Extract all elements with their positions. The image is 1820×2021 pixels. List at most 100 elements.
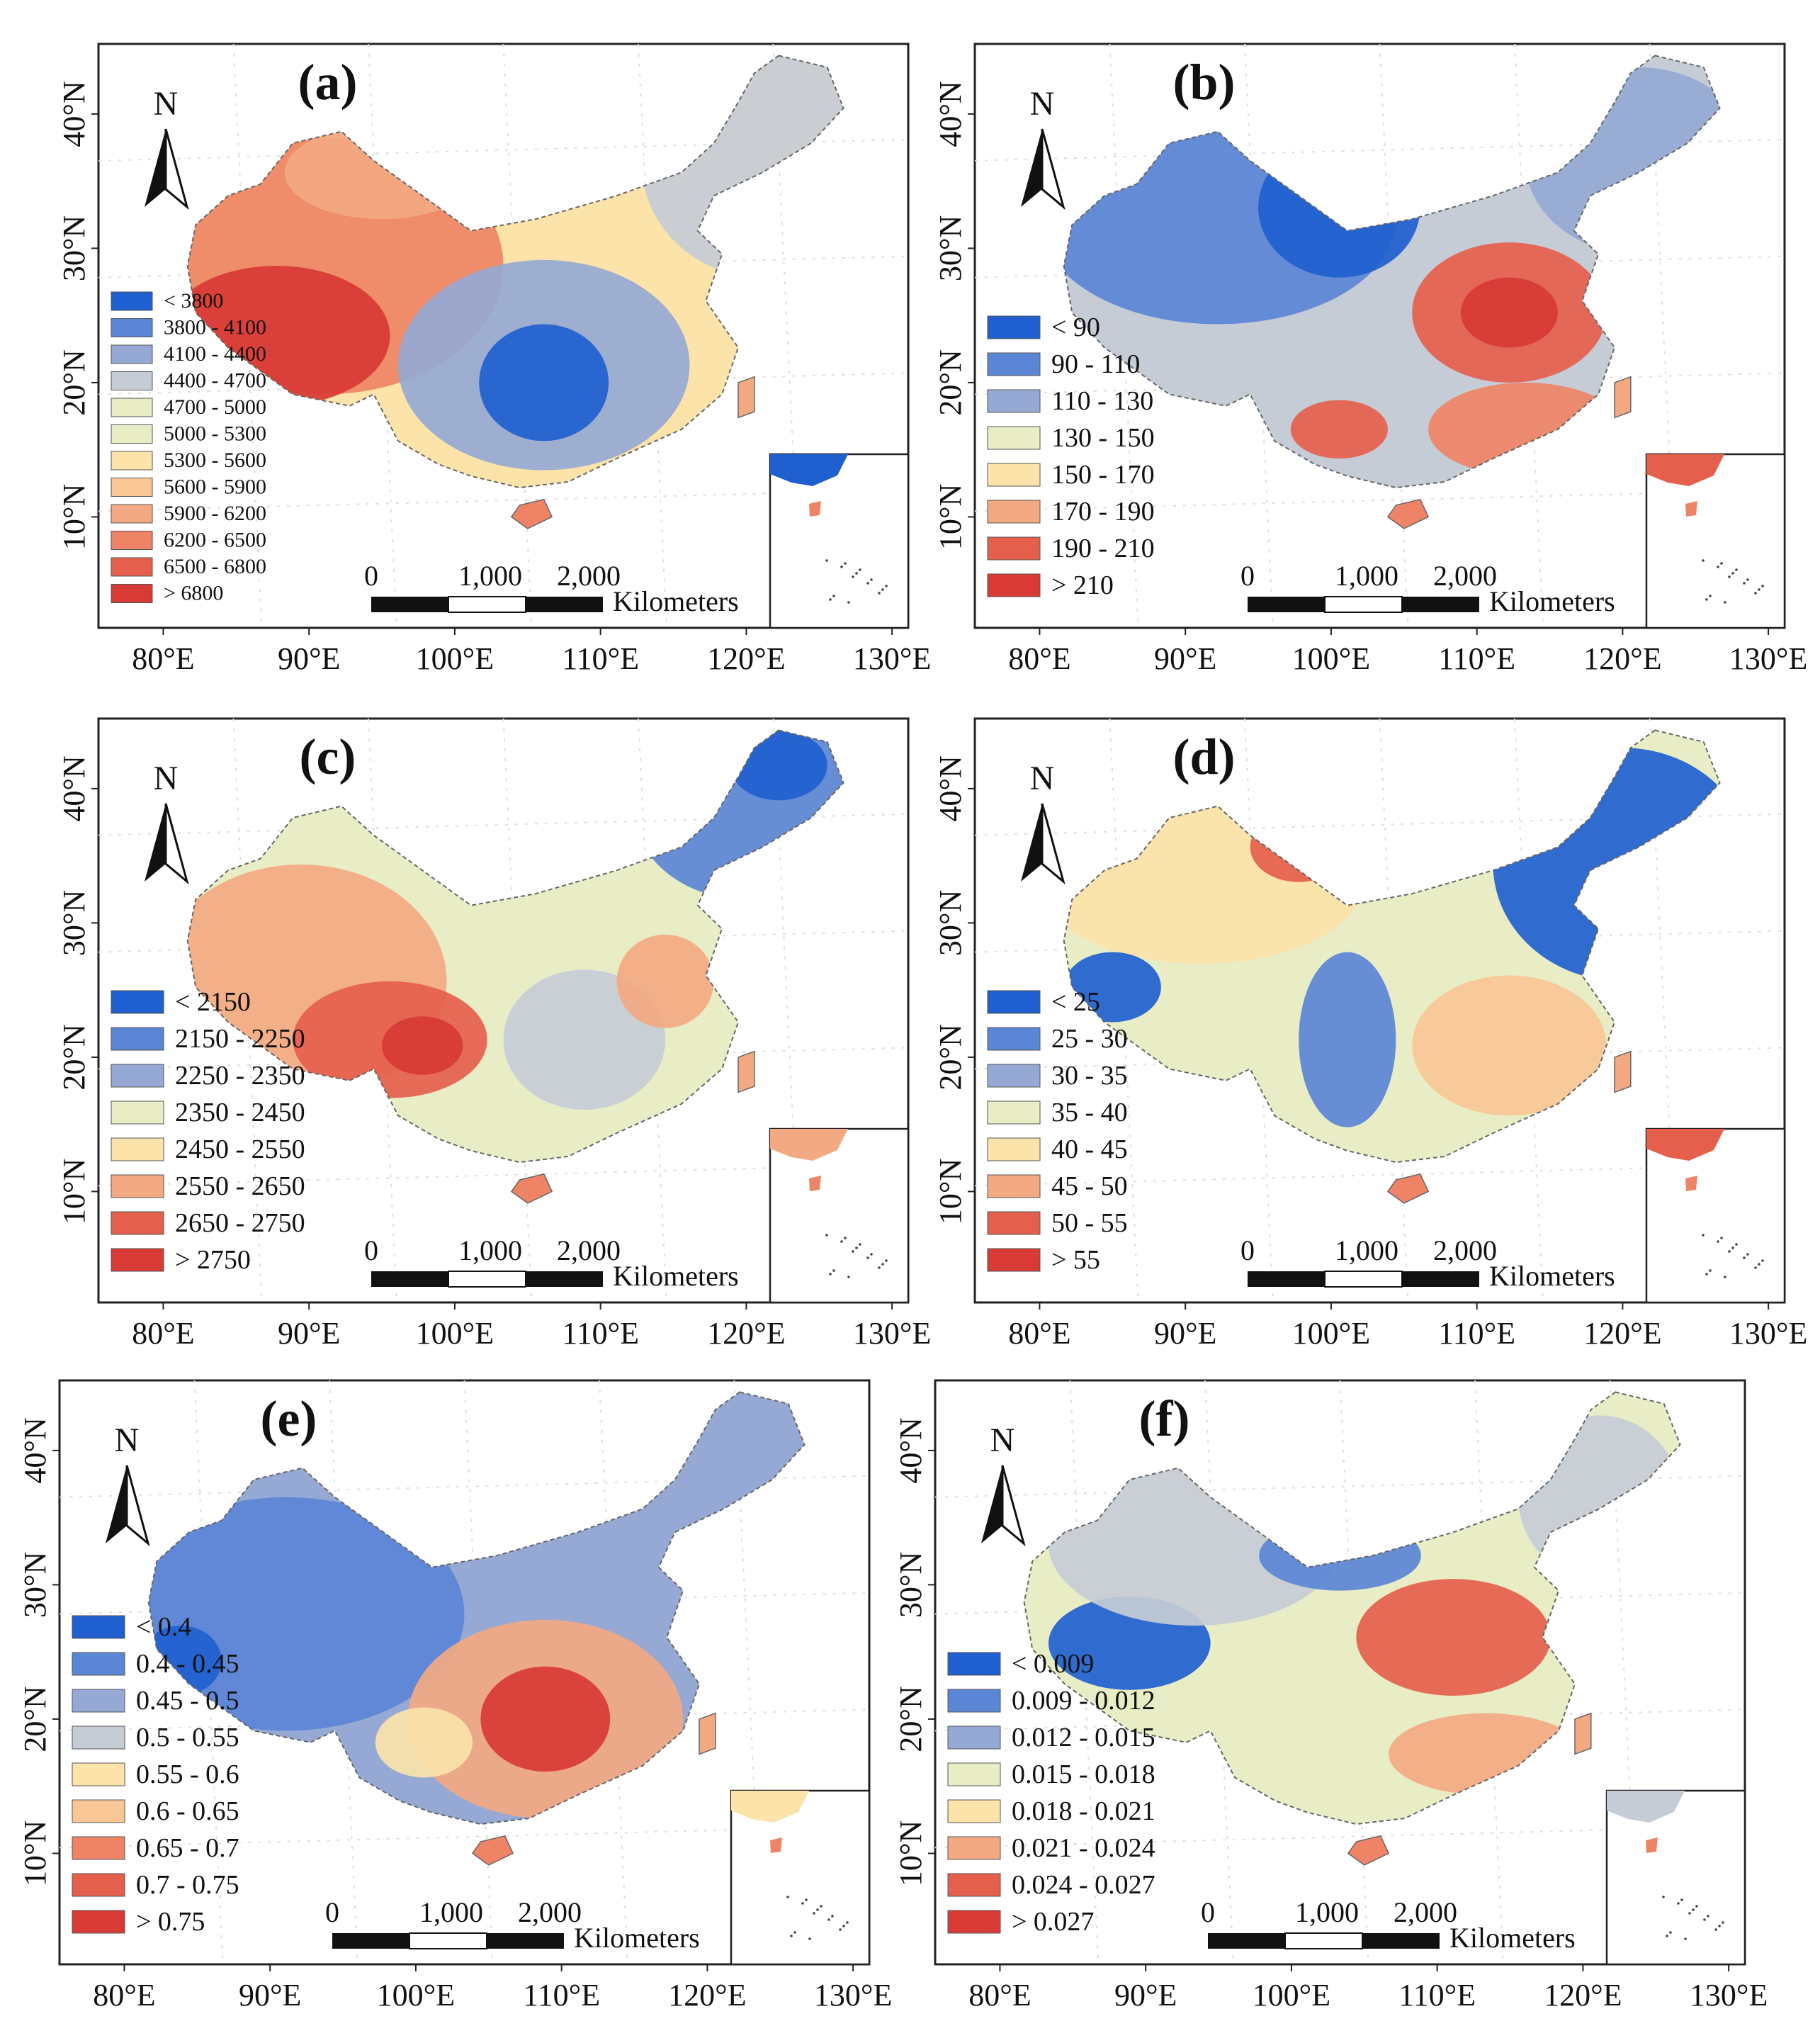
y-tick-label: 40°N — [57, 755, 91, 821]
y-tick-label: 40°N — [893, 1417, 928, 1483]
inset-islet-dot — [786, 1896, 789, 1898]
legend-swatch — [72, 1799, 125, 1823]
scale-tick-label: 2,000 — [557, 560, 621, 592]
graticule-line — [1339, 1380, 1369, 1965]
panel-letter: (e) — [261, 1390, 317, 1447]
inset-islet-dot — [855, 1246, 858, 1249]
scale-bar-segment — [1208, 1933, 1285, 1949]
legend-swatch — [987, 1137, 1041, 1161]
legend-swatch — [72, 1873, 125, 1897]
graticule-line — [1244, 43, 1274, 629]
inset-islet-dot — [825, 559, 828, 562]
x-tick-label: 100°E — [416, 641, 494, 676]
graticule-line — [974, 255, 1785, 278]
map-panel-c: (c) N < 2150 2150 - 2250 2250 - 2350 2350 - 2… — [57, 717, 931, 1351]
scale-tick-label: 0 — [1240, 1234, 1255, 1266]
hainan-island — [1386, 1173, 1430, 1204]
inset-landmass — [1646, 454, 1724, 486]
legend-label: 2250 - 2350 — [175, 1061, 305, 1091]
legend-swatch — [947, 1762, 1001, 1786]
inset-islet-dot — [1743, 582, 1746, 585]
x-tick-label: 90°E — [1114, 1978, 1177, 2012]
inset-islet-dot — [1714, 1928, 1717, 1931]
inset-frame — [1645, 453, 1786, 629]
scale-bar-segment — [1248, 597, 1325, 612]
panel-letter: (a) — [298, 54, 357, 111]
x-tick-label: 90°E — [278, 1316, 340, 1351]
scale-tick-label: 1,000 — [1295, 1896, 1359, 1928]
inset-islet-dot — [847, 601, 850, 604]
legend-label: 0.6 - 0.65 — [136, 1796, 239, 1826]
inset-islet-dot — [1702, 559, 1705, 562]
inset-frame — [1605, 1789, 1746, 1966]
y-tick-label: 20°N — [57, 1024, 91, 1090]
x-tick-label: 110°E — [1438, 641, 1515, 676]
legend-label: 6200 - 6500 — [164, 529, 266, 552]
scale-tick-label: 0 — [1201, 1896, 1215, 1928]
value-zone — [1299, 952, 1396, 1127]
inset-islet-dot — [820, 1905, 823, 1908]
legend-swatch — [111, 371, 153, 390]
north-arrow-icon — [1041, 803, 1066, 885]
taiwan-island — [1574, 1712, 1592, 1755]
legend-label: 0.015 - 0.018 — [1012, 1760, 1155, 1789]
x-tick-label: 90°E — [278, 641, 340, 676]
value-zone — [1290, 400, 1388, 459]
legend-label: 0.018 - 0.021 — [1012, 1796, 1155, 1826]
scale-tick-label: 2,000 — [557, 1234, 621, 1266]
panel-letter: (f) — [1139, 1390, 1190, 1447]
graticule-line — [502, 718, 533, 1303]
legend-swatch — [947, 1910, 1001, 1934]
legend: < 25 25 - 30 30 - 35 35 - 40 40 - 45 45 - 50 5… — [987, 987, 1128, 1275]
graticule-line — [1204, 1380, 1234, 1965]
north-arrow-label: N — [1030, 85, 1055, 123]
y-tick-label: 30°N — [18, 1552, 52, 1618]
legend-swatch — [987, 573, 1041, 597]
scale-bar-unit: Kilometers — [613, 585, 739, 617]
inset-islet-dot — [831, 1915, 834, 1918]
inset-islet-dot — [870, 578, 873, 581]
x-tick-label: 110°E — [562, 641, 639, 676]
scale-tick-label: 0 — [364, 560, 378, 592]
scale-bar-segment — [526, 597, 603, 612]
inset-landmass — [731, 1791, 809, 1823]
x-tick-label: 130°E — [1729, 1316, 1807, 1351]
inset-map — [730, 1789, 871, 1966]
x-tick-label: 120°E — [668, 1978, 746, 2012]
scale-bar-unit: Kilometers — [1489, 585, 1615, 617]
panel-letter: (c) — [300, 728, 356, 785]
north-arrow-label: N — [154, 85, 179, 123]
legend-swatch — [111, 1064, 164, 1088]
graticule-line — [232, 43, 263, 629]
scale-bar-unit: Kilometers — [1489, 1260, 1615, 1292]
legend-label: < 0.4 — [136, 1612, 191, 1642]
scale-bar-segment — [1362, 1933, 1440, 1949]
legend: < 3800 3800 - 4100 4100 - 4400 4400 - 47004… — [111, 289, 266, 605]
legend-label: 30 - 35 — [1051, 1061, 1128, 1091]
inset-islet-dot — [816, 1908, 819, 1911]
graticule-line — [1379, 718, 1409, 1303]
graticule-line — [1069, 1380, 1100, 1965]
inset-map — [769, 453, 910, 629]
graticule-line — [232, 718, 263, 1303]
legend-swatch — [72, 1910, 125, 1934]
y-tick-label: 30°N — [933, 215, 968, 281]
scale-bar-segment — [487, 1933, 564, 1949]
graticule-line — [934, 1592, 1746, 1615]
inset-island — [1685, 1176, 1697, 1191]
legend-swatch — [72, 1726, 125, 1750]
legend-label: 0.021 - 0.024 — [1012, 1833, 1155, 1863]
inset-landmass — [770, 1129, 848, 1161]
north-arrow-icon — [1041, 128, 1066, 210]
legend-label: 0.4 - 0.45 — [136, 1649, 239, 1679]
x-tick-label: 100°E — [1253, 1978, 1330, 2012]
inset-map — [1605, 1789, 1746, 1966]
legend-label: 0.7 - 0.75 — [136, 1870, 239, 1900]
x-tick-label: 90°E — [1154, 641, 1216, 676]
inset-islet-dot — [1705, 598, 1708, 601]
legend-swatch — [947, 1799, 1001, 1823]
legend-label: 25 - 30 — [1051, 1024, 1128, 1054]
legend-swatch — [111, 504, 153, 524]
legend-label: 0.5 - 0.55 — [136, 1723, 239, 1752]
